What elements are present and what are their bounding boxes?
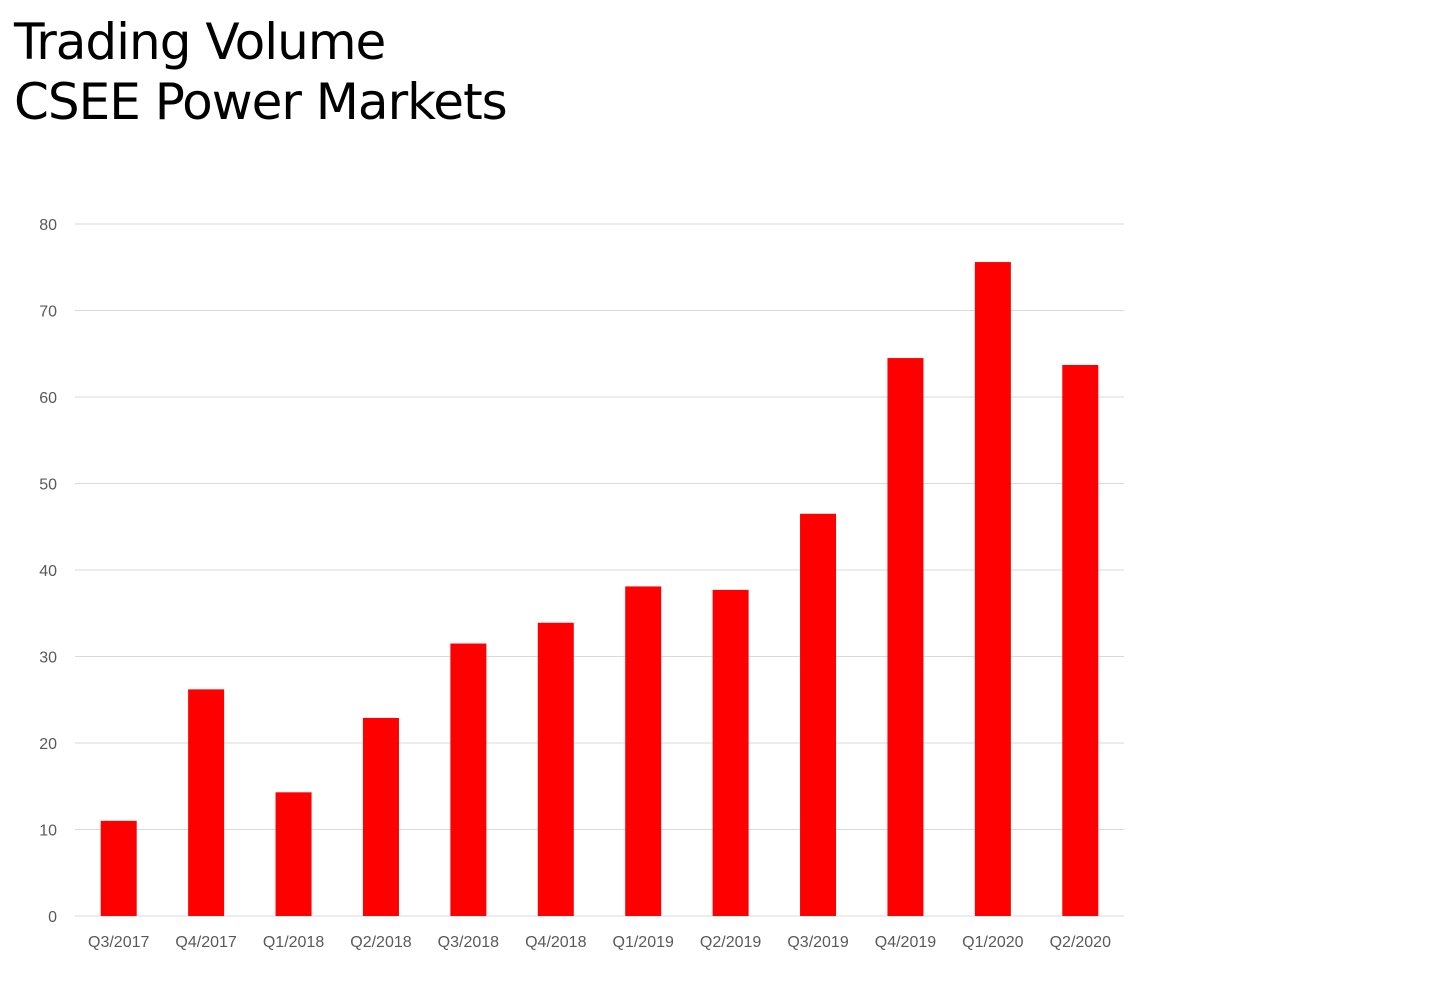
bar bbox=[974, 262, 1011, 916]
gridlines bbox=[75, 223, 1124, 917]
chart-subtitle: CSEE Power Markets bbox=[14, 73, 508, 131]
bar bbox=[800, 513, 837, 916]
bars bbox=[100, 262, 1099, 916]
y-tick-label: 40 bbox=[39, 563, 57, 580]
bar bbox=[362, 717, 399, 916]
x-tick-label: Q1/2018 bbox=[263, 934, 324, 951]
x-tick-label: Q2/2020 bbox=[1050, 934, 1111, 951]
bar bbox=[1062, 364, 1099, 916]
bar bbox=[188, 689, 225, 916]
bar bbox=[625, 586, 662, 916]
x-tick-label: Q3/2019 bbox=[787, 934, 848, 951]
x-tick-label: Q3/2017 bbox=[88, 934, 149, 951]
y-tick-label: 50 bbox=[39, 477, 57, 494]
y-tick-label: 70 bbox=[39, 304, 57, 321]
x-tick-label: Q1/2020 bbox=[962, 934, 1023, 951]
y-tick-label: 10 bbox=[39, 823, 57, 840]
chart-title-block: Trading Volume CSEE Power Markets bbox=[14, 12, 508, 132]
x-tick-label: Q4/2018 bbox=[525, 934, 586, 951]
x-tick-label: Q3/2018 bbox=[438, 934, 499, 951]
bar bbox=[537, 622, 574, 916]
x-tick-label: Q4/2019 bbox=[875, 934, 936, 951]
y-tick-label: 20 bbox=[39, 736, 57, 753]
bar bbox=[100, 820, 137, 916]
x-axis-ticks: Q3/2017 Q4/2017 Q1/2018 Q2/2018 Q3/2018 Q4/20… bbox=[88, 934, 1111, 951]
y-tick-label: 60 bbox=[39, 390, 57, 407]
y-axis-ticks: 0 10 20 30 40 50 60 70 80 bbox=[39, 217, 57, 926]
bar bbox=[275, 792, 312, 916]
bar bbox=[887, 358, 924, 916]
y-tick-label: 30 bbox=[39, 650, 57, 667]
y-tick-label: 0 bbox=[48, 909, 57, 926]
bar bbox=[712, 589, 749, 916]
x-tick-label: Q2/2019 bbox=[700, 934, 761, 951]
x-tick-label: Q2/2018 bbox=[350, 934, 411, 951]
x-tick-label: Q4/2017 bbox=[175, 934, 236, 951]
x-tick-label: Q1/2019 bbox=[613, 934, 674, 951]
y-tick-label: 80 bbox=[39, 217, 57, 234]
chart-title: Trading Volume bbox=[14, 13, 386, 71]
bar bbox=[450, 643, 487, 916]
